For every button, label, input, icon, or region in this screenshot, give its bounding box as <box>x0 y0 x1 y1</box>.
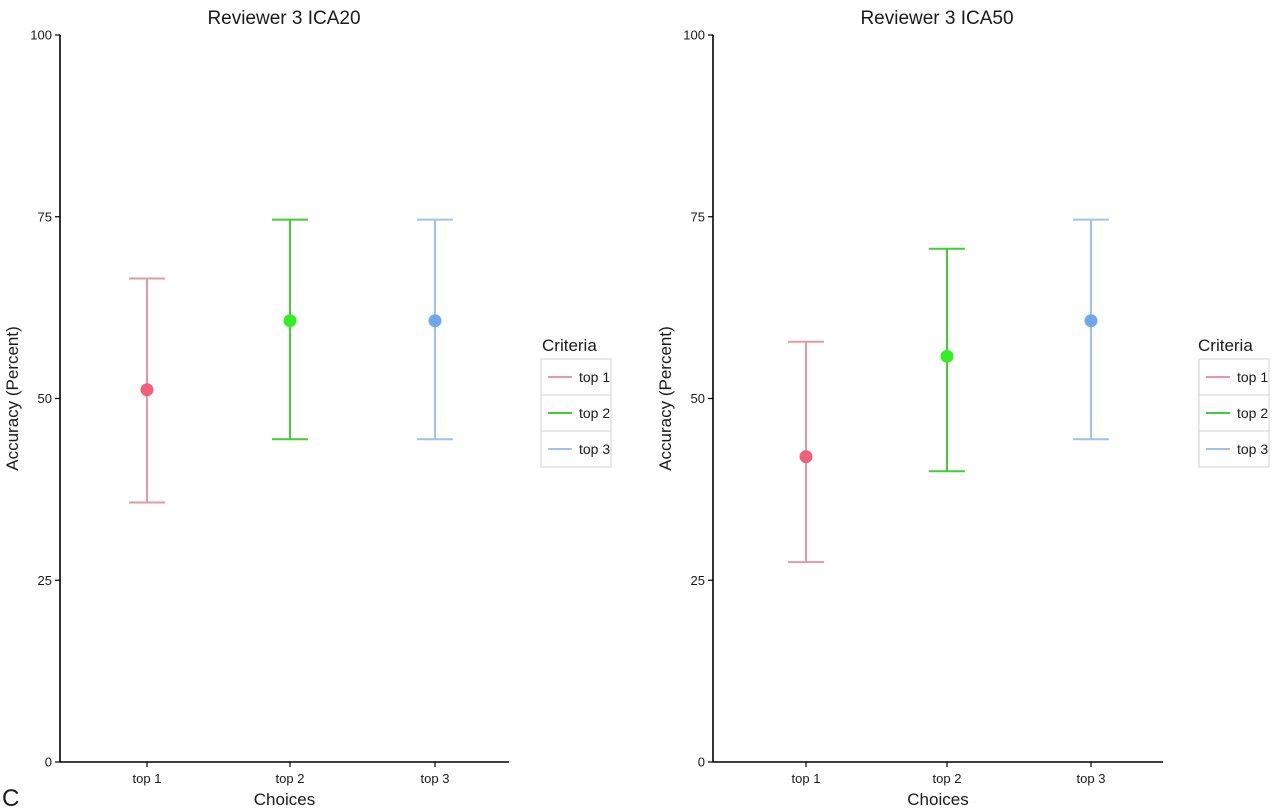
data-point <box>1084 314 1098 328</box>
legend-entry-label: top 2 <box>579 405 610 421</box>
y-tick-label: 50 <box>38 391 52 406</box>
x-axis-title: Choices <box>907 790 968 809</box>
data-point <box>428 314 442 328</box>
legend-title: Criteria <box>1198 336 1253 355</box>
y-axis-title: Accuracy (Percent) <box>656 326 675 471</box>
chart-title: Reviewer 3 ICA50 <box>860 8 1013 29</box>
chart-title: Reviewer 3 ICA20 <box>207 8 360 29</box>
x-tick-label: top 1 <box>133 771 162 786</box>
legend-title: Criteria <box>542 336 597 355</box>
y-tick-label: 25 <box>38 573 52 588</box>
x-tick-label: top 3 <box>1077 771 1106 786</box>
y-tick-label: 0 <box>698 755 705 770</box>
error-bar <box>272 218 308 441</box>
x-tick-label: top 1 <box>792 771 821 786</box>
data-point <box>799 450 813 464</box>
data-point <box>940 349 954 363</box>
x-axis-title: Choices <box>254 790 315 809</box>
legend-entry-label: top 3 <box>579 441 610 457</box>
chart-panel-1: Reviewer 3 ICA20 0 25 50 75 100 top 1 top 2 top … <box>3 8 612 809</box>
legend-entry-label: top 2 <box>1237 405 1268 421</box>
y-tick-label: 100 <box>683 28 705 43</box>
x-tick-label: top 3 <box>421 771 450 786</box>
y-tick-label: 50 <box>691 391 705 406</box>
y-tick-label: 75 <box>38 209 52 224</box>
data-point <box>283 314 297 328</box>
y-tick-label: 25 <box>691 573 705 588</box>
y-axis-title: Accuracy (Percent) <box>3 326 22 471</box>
error-bar <box>1073 218 1109 441</box>
legend-entry-label: top 1 <box>1237 369 1268 385</box>
x-tick-label: top 2 <box>276 771 305 786</box>
y-tick-label: 75 <box>691 209 705 224</box>
data-point <box>140 383 154 397</box>
y-tick-label: 100 <box>30 28 52 43</box>
legend-entry-label: top 1 <box>579 369 610 385</box>
chart-panel-2: Reviewer 3 ICA50 0 25 50 75 100 top 1 top 2 top … <box>656 8 1270 809</box>
x-tick-label: top 2 <box>933 771 962 786</box>
legend-entry-label: top 3 <box>1237 441 1268 457</box>
panel-label: C <box>2 785 19 812</box>
error-bar <box>417 218 453 441</box>
y-tick-label: 0 <box>45 755 52 770</box>
